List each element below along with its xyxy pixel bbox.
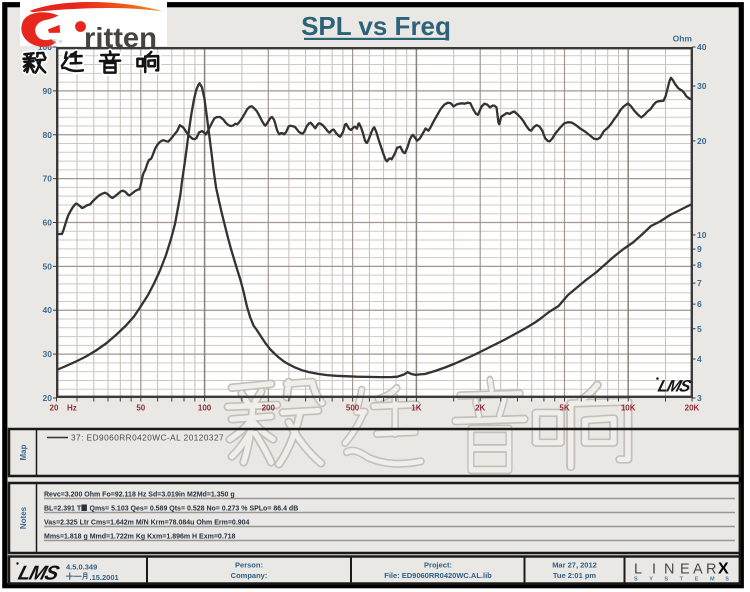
svg-text:Notes: Notes: [19, 506, 28, 529]
svg-text:9: 9: [697, 244, 702, 254]
svg-text:37: ED9060RR0420WC-AL 20120327: 37: ED9060RR0420WC-AL 20120327: [71, 434, 224, 443]
svg-text:100: 100: [198, 404, 212, 413]
svg-text:3: 3: [697, 393, 702, 403]
svg-text:R: R: [706, 562, 716, 578]
svg-text:30: 30: [43, 349, 53, 359]
svg-text:500: 500: [346, 404, 360, 413]
svg-text:L: L: [634, 562, 642, 578]
svg-text:1K: 1K: [411, 404, 421, 413]
svg-text:80: 80: [43, 130, 53, 140]
svg-text:5: 5: [697, 324, 702, 334]
svg-text:4.5.0.349: 4.5.0.349: [66, 563, 97, 572]
svg-text:5K: 5K: [559, 404, 569, 413]
svg-text:Project:: Project:: [424, 561, 452, 570]
svg-text:4: 4: [697, 354, 702, 364]
svg-text:40: 40: [43, 305, 53, 315]
svg-text:.15.2001: .15.2001: [90, 573, 119, 582]
svg-text:200: 200: [262, 404, 276, 413]
svg-text:S: S: [664, 577, 668, 583]
svg-text:File: ED9060RR0420WC.AL.lib: File: ED9060RR0420WC.AL.lib: [384, 571, 492, 580]
svg-text:LMS: LMS: [656, 377, 694, 396]
svg-text:T: T: [680, 577, 684, 583]
svg-text:Company:: Company:: [231, 571, 268, 580]
svg-text:SPL vs Freq: SPL vs Freq: [301, 11, 451, 41]
svg-text:10: 10: [697, 230, 707, 240]
svg-text:N: N: [664, 562, 674, 578]
svg-text:S: S: [725, 577, 729, 583]
svg-text:S: S: [634, 577, 638, 583]
svg-text:Revc=3.200 Ohm Fo=92.118 Hz Sd: Revc=3.200 Ohm Fo=92.118 Hz Sd=3.019in M…: [44, 492, 235, 499]
svg-text:BL=2.391 T: BL=2.391 T: [44, 506, 82, 513]
svg-text:M: M: [710, 577, 715, 583]
svg-text:60: 60: [43, 218, 53, 228]
svg-text:70: 70: [43, 174, 53, 184]
svg-text:20: 20: [43, 393, 53, 403]
svg-text:20K: 20K: [685, 404, 700, 413]
svg-text:50: 50: [43, 261, 53, 271]
svg-text:Y: Y: [649, 577, 653, 583]
svg-text:Hz: Hz: [67, 404, 77, 413]
svg-text:20: 20: [697, 136, 707, 146]
svg-text:Person:: Person:: [235, 561, 263, 570]
svg-text:LMS: LMS: [16, 563, 62, 585]
svg-text:40: 40: [697, 42, 707, 52]
svg-text:I: I: [652, 562, 656, 578]
svg-text:Mms=1.818 g Mmd=1.722m Kg Kxm=: Mms=1.818 g Mmd=1.722m Kg Kxm=1.896m H E…: [44, 534, 236, 541]
svg-text:E: E: [680, 562, 690, 578]
svg-text:30: 30: [697, 81, 707, 91]
svg-text:Mar 27, 2012: Mar 27, 2012: [552, 561, 597, 570]
svg-text:X: X: [718, 561, 729, 578]
svg-text:A: A: [693, 562, 703, 578]
svg-text:2K: 2K: [475, 404, 485, 413]
svg-text:ritten: ritten: [84, 22, 157, 53]
svg-text:Map: Map: [19, 444, 28, 460]
svg-text:50: 50: [136, 404, 145, 413]
svg-text:100: 100: [38, 42, 52, 52]
svg-text:E: E: [695, 577, 699, 583]
svg-text:6: 6: [697, 299, 702, 309]
svg-text:20: 20: [50, 404, 59, 413]
svg-text:Qms= 5.103 Qes= 0.589 Qts= 0.5: Qms= 5.103 Qes= 0.589 Qts= 0.528 No= 0.2…: [90, 506, 299, 513]
svg-text:Ohm: Ohm: [673, 34, 693, 44]
svg-text:Vas=2.325 Ltr Cms=1.642m M/N K: Vas=2.325 Ltr Cms=1.642m M/N Krm=78.084u…: [44, 520, 250, 527]
svg-text:7: 7: [697, 278, 702, 288]
svg-text:8: 8: [697, 260, 702, 270]
svg-text:10K: 10K: [621, 404, 636, 413]
svg-text:90: 90: [43, 86, 53, 96]
svg-text:Tue 2:01 pm: Tue 2:01 pm: [553, 571, 597, 580]
